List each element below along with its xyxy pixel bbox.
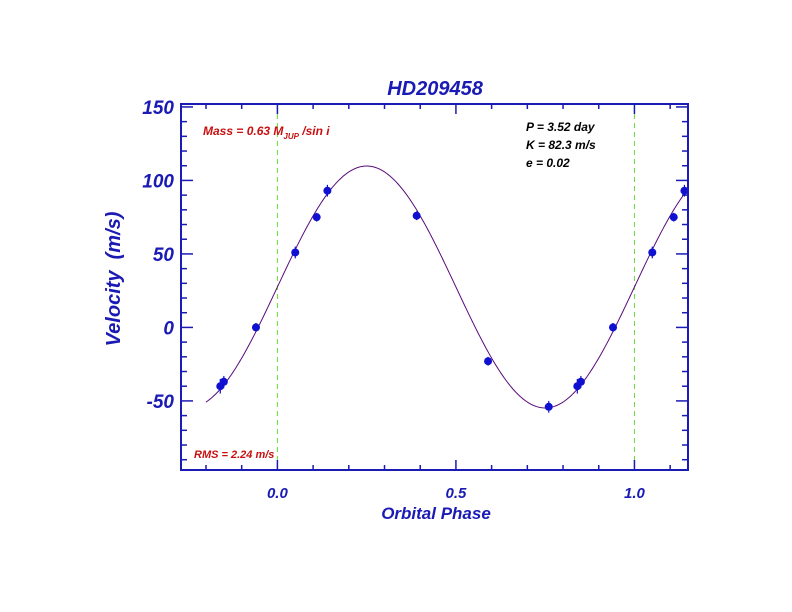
param-period: P = 3.52 day (526, 120, 596, 134)
y-tick-label: -50 (147, 392, 175, 413)
mass-annotation: Mass = 0.63 MJUP /sin i (203, 124, 330, 141)
plot-frame (180, 103, 689, 471)
data-point (669, 213, 678, 222)
y-tick-label: 100 (142, 171, 174, 192)
data-point (609, 323, 618, 332)
data-point (648, 248, 657, 257)
param-eccentricity: e = 0.02 (526, 156, 570, 170)
data-point (484, 357, 493, 366)
data-point (291, 248, 300, 257)
x-axis-label: Orbital Phase (381, 504, 491, 523)
data-point (544, 402, 553, 411)
fit-curve (205, 165, 689, 409)
x-tick-label: 0.0 (267, 485, 289, 502)
data-point (216, 382, 225, 391)
orbital-parameters: P = 3.52 day K = 82.3 m/s e = 0.02 (526, 120, 596, 170)
mass-subscript: JUP (283, 132, 299, 141)
mass-prefix: Mass = 0.63 M (203, 124, 284, 138)
data-point (251, 323, 260, 332)
x-tick-label: 1.0 (624, 485, 646, 502)
x-tick-label: 0.5 (445, 485, 467, 502)
y-tick-label: 0 (163, 318, 174, 339)
y-tick-label: 50 (153, 245, 175, 266)
data-point (680, 186, 689, 195)
data-point (412, 211, 421, 220)
mass-suffix: /sin i (299, 124, 330, 138)
data-point (573, 382, 582, 391)
y-tick-label: 150 (142, 98, 174, 119)
param-semi-amplitude: K = 82.3 m/s (526, 138, 596, 152)
rms-annotation: RMS = 2.24 m/s (194, 449, 274, 461)
data-point (323, 186, 332, 195)
y-axis-label: Velocity (m/s) (103, 211, 125, 346)
data-point (312, 213, 321, 222)
chart-title: HD209458 (387, 78, 484, 100)
